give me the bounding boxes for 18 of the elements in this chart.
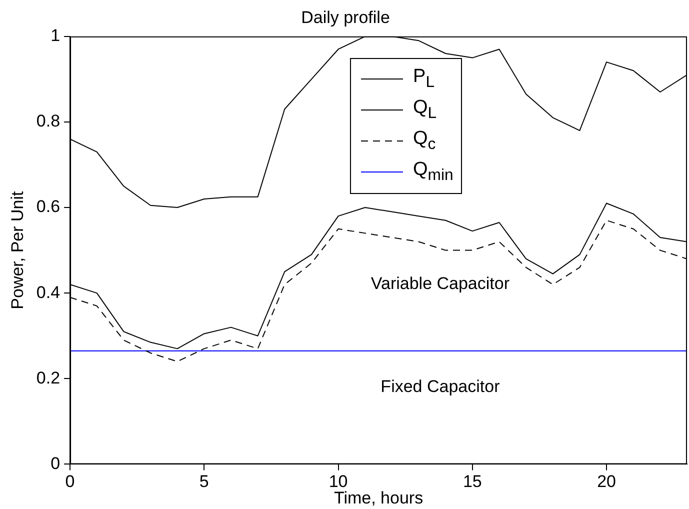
x-tick-label: 0 — [65, 472, 75, 492]
x-tick-label: 15 — [462, 472, 482, 492]
x-tick-label: 20 — [597, 472, 616, 492]
y-tick-label: 0 — [50, 454, 60, 473]
annotation: Variable Capacitor — [370, 274, 510, 294]
chart-title: Daily profile — [301, 8, 390, 27]
y-tick-label: 0.2 — [36, 368, 60, 388]
legend-label: Q$_{L}$ — [413, 96, 437, 122]
y-tick-label: 0.6 — [36, 197, 60, 216]
legend-label: Q$_{min}$ — [413, 158, 454, 184]
legend-label: P$_{L}$ — [413, 66, 434, 92]
y-tick-label: 0.4 — [36, 282, 60, 302]
x-tick-label: 5 — [199, 472, 209, 492]
y-tick-label: 1 — [50, 26, 60, 46]
annotation: Fixed Capacitor — [380, 376, 500, 396]
y-axis-title: Power, Per Unit — [8, 190, 27, 310]
legend-label: Q$_{c}$ — [413, 128, 436, 154]
y-tick-label: 0.8 — [36, 112, 60, 131]
